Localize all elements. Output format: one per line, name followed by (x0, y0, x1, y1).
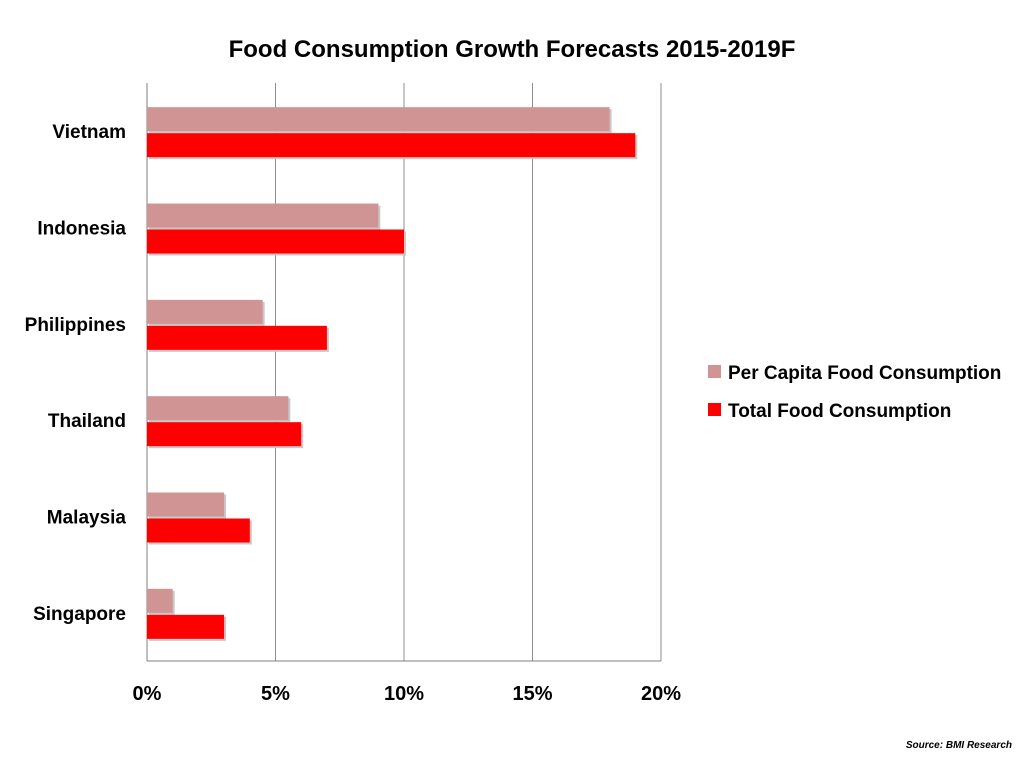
x-tick-label: 15% (512, 683, 552, 705)
bar-per-capita-singapore (147, 588, 173, 613)
bar-total-malaysia (147, 518, 250, 543)
bar-total-vietnam (147, 133, 636, 158)
category-label: Indonesia (37, 219, 126, 240)
legend-label: Per Capita Food Consumption (728, 363, 1001, 384)
legend-swatch (708, 403, 721, 416)
source-note: Source: BMI Research (906, 740, 1012, 751)
x-tick-label: 10% (384, 683, 424, 705)
legend: Per Capita Food Consumption Total Food Co… (708, 363, 1001, 422)
category-label: Malaysia (47, 508, 127, 529)
bar-total-thailand (147, 422, 302, 447)
category-label: Thailand (48, 411, 126, 432)
x-tick-label: 20% (641, 683, 681, 705)
legend-label: Total Food Consumption (728, 401, 951, 422)
bar-total-indonesia (147, 229, 404, 254)
legend-swatch (708, 365, 721, 378)
category-label: Vietnam (52, 122, 126, 143)
x-tick-label: 0% (133, 683, 162, 705)
bar-per-capita-vietnam (147, 107, 610, 132)
bar-per-capita-malaysia (147, 492, 225, 517)
x-tick-label: 5% (261, 683, 290, 705)
bar-total-singapore (147, 614, 225, 639)
category-labels: Vietnam Indonesia Philippines Thailand Malay… (25, 122, 127, 625)
category-label: Philippines (25, 315, 126, 336)
bar-per-capita-thailand (147, 396, 289, 421)
bar-total-philippines (147, 325, 327, 350)
bars (147, 107, 638, 641)
chart-title: Food Consumption Growth Forecasts 2015-2… (229, 36, 796, 63)
bar-per-capita-indonesia (147, 203, 379, 228)
category-label: Singapore (33, 604, 126, 625)
gridlines (146, 83, 662, 662)
x-axis-tick-labels: 0% 5% 10% 15% 20% (133, 683, 682, 705)
bar-per-capita-philippines (147, 299, 263, 324)
